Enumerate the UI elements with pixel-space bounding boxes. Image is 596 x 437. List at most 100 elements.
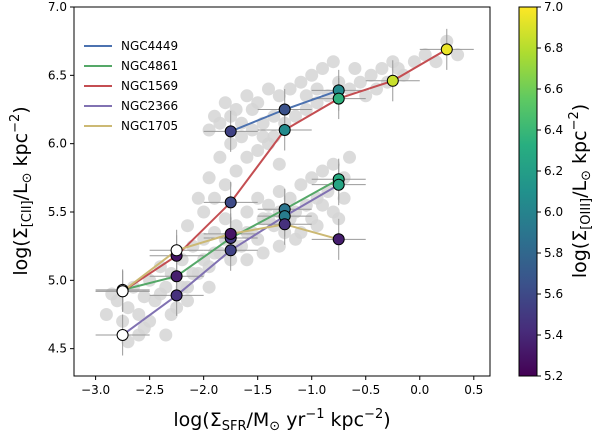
background-points [99,34,465,349]
legend: NGC4449 NGC4861 NGC1569 NGC2366 NGC1705 [84,39,178,133]
x-tick-label: −3.0 [81,383,110,397]
background-point [99,308,113,321]
x-tick-label: −1.0 [297,383,326,397]
colorbar-tick-label: 6.6 [544,82,563,96]
background-point [240,226,254,239]
background-point [202,123,216,137]
marker-ngc2366 [224,244,237,257]
background-point [343,150,356,164]
axes-frame [73,6,491,377]
background-point [326,157,340,171]
colorbar-tick-label: 6.0 [544,205,563,219]
background-point [343,82,356,96]
y-axis-label: log(Σ[CII]/L⊙ kpc−2) [8,106,35,275]
colorbar-tick-label: 6.2 [544,164,563,178]
background-point [251,144,265,157]
marker-ngc1569 [332,92,345,105]
background-point [213,116,227,130]
background-point [197,253,211,267]
background-point [316,164,329,178]
marker-ngc1705 [170,244,183,257]
background-point [326,55,340,69]
background-point [429,55,443,69]
background-point [310,82,324,96]
marker-ngc4449 [224,125,237,138]
background-point [240,89,254,103]
background-point [186,267,200,280]
x-ticks: −3.0 −2.5 −2.0 −1.5 −1.0 −0.5 0.0 0.5 [81,376,483,397]
background-point [299,89,313,103]
background-point [208,246,221,260]
background-point [272,157,286,171]
colorbar-tick-label: 5.2 [544,369,563,383]
colorbar-tick-label: 5.4 [544,328,563,342]
x-tick-label: −0.5 [351,383,380,397]
y-tick-label: 6.0 [48,137,67,151]
marker-ngc4861 [170,270,183,283]
background-point [153,287,167,301]
background-point [375,62,389,75]
background-point [283,191,297,205]
background-point [218,96,232,110]
background-point [364,68,378,82]
legend-label: NGC1569 [121,79,178,93]
background-point [240,205,254,219]
background-point [256,246,270,260]
x-tick-label: −1.5 [243,383,272,397]
background-point [218,178,232,192]
background-point [305,68,319,82]
colorbar-tick-label: 5.8 [544,246,563,260]
background-point [245,103,259,116]
background-point [213,150,227,164]
background-point [289,109,302,123]
x-tick-label: −2.5 [135,383,164,397]
background-point [283,82,297,96]
background-point [310,219,324,233]
background-point [251,232,265,246]
background-point [305,171,319,185]
y-tick-label: 4.5 [48,342,67,356]
background-point [262,198,275,212]
background-point [294,75,308,89]
background-point [208,191,221,205]
background-point [316,198,329,212]
background-point [262,82,275,96]
marker-ngc1569 [224,196,237,209]
plot-area: −3.0 −2.5 −2.0 −1.5 −1.0 −0.5 0.0 0.5 4.5 5.0 5.5… [48,0,491,397]
background-point [332,212,346,226]
background-point [272,89,286,103]
marker-ngc1705 [116,285,129,298]
background-point [240,253,254,267]
background-point [208,226,221,239]
background-point [256,130,270,144]
legend-label: NGC1705 [121,119,178,133]
marker-ngc1705 [278,218,291,231]
marker-ngc1569 [278,124,291,136]
background-point [407,55,421,69]
background-point [353,75,367,89]
colorbar-ticks: 5.2 5.4 5.6 5.8 6.0 6.2 6.4 6.6 6.8 7.0 [537,0,563,383]
background-point [418,48,432,62]
background-point [240,150,254,164]
marker-ngc1705 [224,227,237,240]
background-point [202,171,216,185]
background-point [272,185,286,198]
legend-label: NGC2366 [121,99,178,113]
marker-ngc2366 [332,178,345,191]
colorbar-tick-label: 5.6 [544,287,563,301]
background-point [337,191,351,205]
background-point [289,232,302,246]
marker-ngc1705 [332,233,345,246]
y-tick-label: 7.0 [48,0,67,14]
background-point [197,205,211,219]
legend-label: NGC4861 [121,59,178,73]
colorbar-gradient [518,6,538,377]
background-point [316,62,329,75]
background-point [159,328,173,342]
background-point [272,239,286,253]
background-point [451,48,465,62]
background-point [191,191,205,205]
series-markers [116,43,453,341]
colorbar-tick-label: 6.8 [544,41,563,55]
